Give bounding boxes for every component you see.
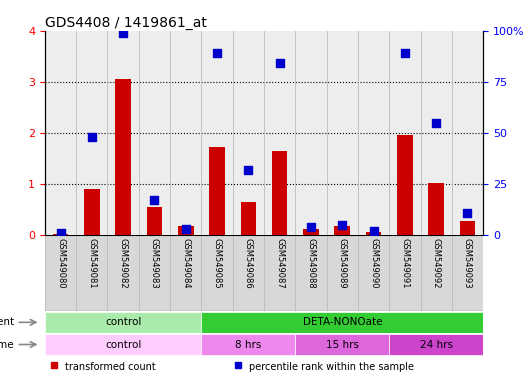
Bar	[53, 234, 68, 235]
Point	[182, 226, 190, 232]
Text: GSM549092: GSM549092	[432, 238, 441, 288]
Bar	[420, 235, 452, 311]
Bar	[139, 31, 170, 235]
Text: GSM549093: GSM549093	[463, 238, 472, 288]
Text: 15 hrs: 15 hrs	[326, 339, 359, 349]
Point	[119, 30, 127, 36]
Text: control: control	[105, 339, 142, 349]
Bar	[45, 312, 201, 333]
Text: agent: agent	[0, 317, 14, 327]
Text: 8 hrs: 8 hrs	[235, 339, 261, 349]
Point	[463, 210, 472, 216]
Bar	[397, 134, 413, 235]
Text: GSM549089: GSM549089	[338, 238, 347, 288]
Point	[50, 362, 58, 369]
Text: 24 hrs: 24 hrs	[420, 339, 452, 349]
Point	[370, 228, 378, 234]
Point	[432, 120, 440, 126]
Bar	[115, 79, 131, 235]
Bar	[45, 235, 76, 311]
Bar	[295, 235, 327, 311]
Point	[213, 50, 221, 56]
Bar	[108, 31, 139, 235]
Bar	[358, 31, 389, 235]
Point	[244, 167, 252, 173]
Bar	[170, 235, 201, 311]
Bar	[295, 334, 389, 355]
Bar	[233, 31, 264, 235]
Text: GSM549090: GSM549090	[369, 238, 378, 288]
Point	[307, 224, 315, 230]
Bar	[76, 235, 108, 311]
Text: percentile rank within the sample: percentile rank within the sample	[249, 362, 413, 372]
Point	[150, 197, 158, 204]
Text: GSM549082: GSM549082	[119, 238, 128, 288]
Bar	[327, 31, 358, 235]
Bar	[241, 202, 256, 235]
Bar	[327, 235, 358, 311]
Text: GSM549086: GSM549086	[244, 238, 253, 288]
Bar	[233, 235, 264, 311]
Text: GSM549085: GSM549085	[213, 238, 222, 288]
Bar	[389, 31, 420, 235]
Bar	[201, 235, 233, 311]
Bar	[139, 235, 170, 311]
Bar	[366, 232, 381, 235]
Bar	[209, 147, 225, 235]
Text: GDS4408 / 1419861_at: GDS4408 / 1419861_at	[45, 16, 207, 30]
Bar	[76, 31, 108, 235]
Bar	[170, 31, 201, 235]
Text: control: control	[105, 317, 142, 327]
Text: transformed count: transformed count	[64, 362, 155, 372]
Bar	[389, 334, 483, 355]
Bar	[428, 183, 444, 235]
Bar	[452, 235, 483, 311]
Point	[276, 60, 284, 66]
Bar	[303, 228, 319, 235]
Bar	[147, 207, 162, 235]
Text: GSM549091: GSM549091	[400, 238, 409, 288]
Text: GSM549088: GSM549088	[306, 238, 315, 288]
Bar	[201, 334, 295, 355]
Point	[233, 362, 242, 369]
Bar	[264, 235, 295, 311]
Text: DETA-NONOate: DETA-NONOate	[303, 317, 382, 327]
Point	[401, 50, 409, 56]
Text: GSM549083: GSM549083	[150, 238, 159, 288]
Text: GSM549081: GSM549081	[87, 238, 96, 288]
Point	[56, 230, 65, 236]
Bar	[460, 221, 475, 235]
Bar	[84, 189, 100, 235]
Point	[88, 134, 96, 140]
Text: GSM549087: GSM549087	[275, 238, 284, 288]
Bar	[272, 151, 287, 235]
Bar	[45, 31, 76, 235]
Text: GSM549080: GSM549080	[56, 238, 65, 288]
Bar	[201, 31, 233, 235]
Bar	[264, 31, 295, 235]
Text: GSM549084: GSM549084	[181, 238, 190, 288]
Bar	[334, 226, 350, 235]
Bar	[452, 31, 483, 235]
Bar	[108, 235, 139, 311]
Bar	[389, 235, 420, 311]
Bar	[295, 31, 327, 235]
Bar	[358, 235, 389, 311]
Bar	[201, 312, 483, 333]
Bar	[420, 31, 452, 235]
Bar	[178, 226, 194, 235]
Text: time: time	[0, 339, 14, 349]
Point	[338, 222, 346, 228]
Bar	[45, 334, 201, 355]
